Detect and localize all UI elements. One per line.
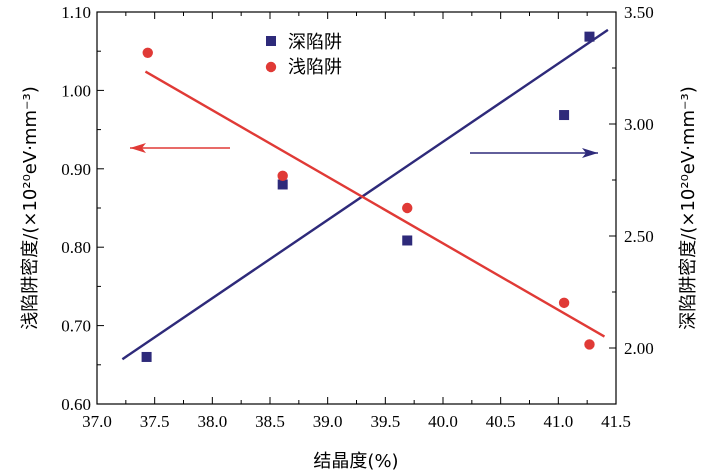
legend-label-deep: 深陷阱 [288,32,342,53]
shallow-trap-point [277,170,288,182]
deep-trap-point [402,235,413,246]
y-right-tick-label: 3.50 [624,3,654,22]
y-axis-title-left: 浅陷阱密度/(×10²⁰eV·mm⁻³) [20,86,41,329]
axis-arrows [130,143,598,158]
legend-marker-deep [266,36,276,46]
plot-frame [96,11,617,405]
legend-label-shallow: 浅陷阱 [288,57,342,78]
right-axis-arrow-head [582,148,598,158]
fit-line-shallow [144,70,606,338]
deep-trap-point [141,351,152,362]
y-left-tick-label: 0.60 [61,395,91,414]
x-tick-label: 40.5 [486,412,516,431]
shallow-trap-point [142,47,153,58]
tick-labels: 37.0 37.5 38.0 38.5 39.0 39.5 40.0 40.5 41.0 41.5… [61,3,654,431]
x-tick-label: 41.5 [601,412,631,431]
deep-trap-point [584,31,595,42]
left-axis-arrow-head [130,143,146,153]
legend: 深陷阱 浅陷阱 [265,32,342,78]
legend-marker-shallow [265,61,277,73]
y-axis-title-right: 深陷阱密度/(×10²⁰eV·mm⁻³) [678,86,699,329]
fit-lines [121,28,609,361]
x-tick-label: 37.5 [140,412,170,431]
x-tick-label: 39.0 [313,412,343,431]
y-right-tick-label: 2.50 [624,227,654,246]
shallow-trap-point [558,297,570,309]
y-right-tick-label: 2.00 [624,339,654,358]
x-tick-label: 38.5 [255,412,285,431]
x-tick-label: 40.0 [428,412,458,431]
x-tick-label: 41.0 [543,412,573,431]
x-tick-label: 39.5 [370,412,400,431]
y-left-tick-label: 1.00 [61,81,91,100]
fit-line-deep [121,28,609,361]
y-left-tick-label: 1.10 [61,3,91,22]
x-tick-label: 37.0 [82,412,112,431]
deep-trap-point [277,179,288,190]
tick-marks [96,11,617,405]
x-tick-label: 38.0 [197,412,227,431]
x-axis-title: 结晶度(%) [313,451,398,472]
y-left-tick-label: 0.90 [61,160,91,179]
y-left-tick-label: 0.70 [61,317,91,336]
deep-trap-point [559,110,570,121]
y-right-tick-label: 3.00 [624,115,654,134]
y-left-tick-label: 0.80 [61,238,91,257]
shallow-trap-point [402,202,413,214]
data-points [141,31,595,362]
shallow-trap-point [584,339,595,350]
